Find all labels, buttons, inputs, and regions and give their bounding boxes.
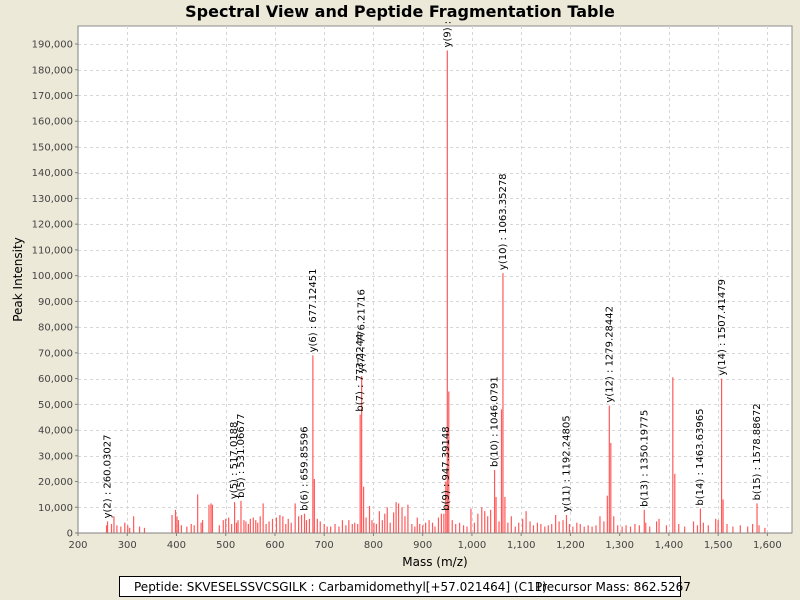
y-tick-label: 80,000 — [38, 323, 73, 334]
peak-annotation: b(7) : 773.2244 — [355, 334, 366, 412]
peak-annotation: y(2) : 260.03027 — [103, 435, 114, 519]
x-tick-label: 200 — [68, 540, 87, 551]
peak-annotation: b(14) : 1463.63965 — [695, 409, 706, 506]
x-tick-label: 1,100 — [507, 540, 536, 551]
y-tick-label: 10,000 — [38, 503, 73, 514]
peak-annotation: y(14) : 1507.41479 — [717, 279, 728, 376]
peak-annotation: y(12) : 1279.28442 — [604, 306, 615, 403]
y-tick-label: 100,000 — [32, 271, 73, 282]
peptide-info-box: Peptide: SKVESELSSVCSGILK : Carbamidomet… — [119, 576, 691, 597]
peak-annotation: y(9) : — [442, 21, 453, 48]
x-tick-label: 1,500 — [704, 540, 733, 551]
chart-title: Spectral View and Peptide Fragmentation … — [185, 2, 615, 21]
y-tick-label: 150,000 — [32, 142, 73, 153]
y-tick-label: 0 — [67, 529, 73, 540]
y-tick-label: 190,000 — [32, 40, 73, 51]
y-tick-label: 160,000 — [32, 117, 73, 128]
y-axis-title: Peak Intensity — [11, 237, 25, 322]
y-tick-label: 130,000 — [32, 194, 73, 205]
x-tick-label: 1,300 — [605, 540, 634, 551]
peak-annotation: y(11) : 1192.24805 — [562, 415, 573, 512]
y-tick-label: 140,000 — [32, 168, 73, 179]
peak-annotation: y(6) : 677.12451 — [308, 269, 319, 353]
peak-annotation: b(5) : 531.06677 — [236, 414, 247, 498]
x-tick-label: 1,600 — [753, 540, 782, 551]
x-tick-label: 900 — [413, 540, 432, 551]
y-tick-label: 170,000 — [32, 91, 73, 102]
y-tick-label: 180,000 — [32, 65, 73, 76]
peak-annotation: b(13) : 1350.19775 — [639, 410, 650, 507]
x-tick-label: 300 — [118, 540, 137, 551]
y-tick-label: 40,000 — [38, 426, 73, 437]
peak-annotation: b(10) : 1046.0791 — [490, 376, 501, 467]
peak-annotation: y(5) : 517.0188 — [229, 422, 240, 500]
x-tick-label: 700 — [315, 540, 334, 551]
x-tick-label: 1,400 — [655, 540, 684, 551]
y-tick-label: 90,000 — [38, 297, 73, 308]
peak-annotation: b(15) : 1578.88672 — [752, 403, 763, 500]
y-tick-label: 110,000 — [32, 245, 73, 256]
peak-annotation: y(10) : 1063.35278 — [498, 173, 509, 270]
x-tick-label: 800 — [364, 540, 383, 551]
x-axis-title: Mass (m/z) — [402, 555, 467, 569]
x-tick-label: 500 — [216, 540, 235, 551]
y-tick-label: 50,000 — [38, 400, 73, 411]
precursor-mass-label: Precursor Mass: 862.5267 — [535, 580, 691, 594]
y-tick-label: 120,000 — [32, 220, 73, 231]
peak-annotation: b(9) : 947.39148 — [441, 426, 452, 510]
y-tick-label: 70,000 — [38, 348, 73, 359]
grid-lines — [78, 26, 792, 533]
y-tick-label: 60,000 — [38, 374, 73, 385]
y-tick-label: 20,000 — [38, 477, 73, 488]
peak-annotation: y(7) : 776.21716 — [357, 289, 368, 373]
y-tick-label: 30,000 — [38, 451, 73, 462]
x-tick-label: 400 — [167, 540, 186, 551]
x-tick-label: 1,000 — [458, 540, 487, 551]
peak-series — [105, 50, 766, 533]
x-tick-label: 1,200 — [556, 540, 585, 551]
x-tick-label: 600 — [265, 540, 284, 551]
peptide-label: Peptide: SKVESELSSVCSGILK : Carbamidomet… — [134, 580, 547, 594]
peak-annotation: b(6) : 659.85596 — [299, 426, 310, 510]
